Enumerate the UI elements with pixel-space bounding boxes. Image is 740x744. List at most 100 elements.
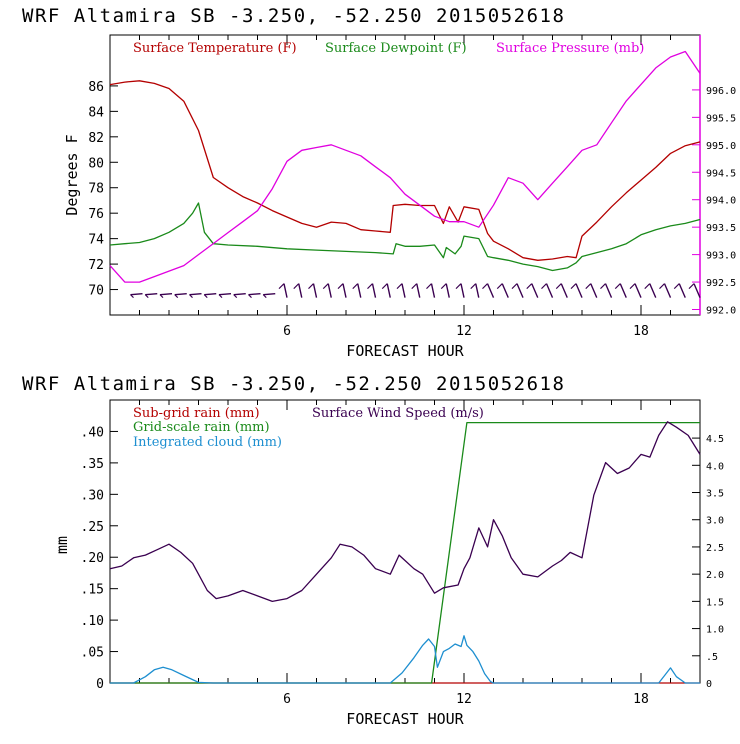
x-tick-label: 12 — [456, 324, 472, 339]
legend-surface-pressure: Surface Pressure (mb) — [496, 41, 644, 56]
bottom-chart-title: WRF Altamira SB -3.250, -52.250 20150526… — [22, 373, 565, 395]
bottom-series-lines — [109, 421, 701, 684]
x-tick-label: 18 — [633, 692, 649, 707]
wind-barb — [411, 283, 421, 298]
wind-barb — [262, 292, 276, 299]
y-tick-label: 74 — [88, 233, 104, 248]
top-series-lines — [109, 50, 701, 283]
y-tick-label: 78 — [88, 182, 104, 197]
wind-barb — [337, 283, 347, 298]
bottom-left-y-ticks: 0 .05 .10 .15 .20 .25 .30 .35 .40 — [81, 425, 118, 692]
y2-tick-label: 992.0 — [706, 306, 736, 317]
wind-barb — [293, 283, 303, 298]
series-line-surface-dewpoint-f — [109, 202, 701, 272]
x-tick-label: 12 — [456, 692, 472, 707]
bottom-right-y-ticks: 0 .5 1.0 1.5 2.0 2.5 3.0 3.5 4.0 4.5 — [692, 434, 724, 690]
wind-barb — [614, 283, 627, 298]
y-tick-label: 70 — [88, 284, 104, 299]
wind-barb — [570, 283, 583, 298]
wind-barb — [644, 283, 657, 298]
y2-tick-label: 2.5 — [706, 543, 724, 554]
y-tick-label: .15 — [81, 583, 104, 598]
y-tick-label: .35 — [81, 457, 104, 472]
y2-tick-label: 2.0 — [706, 570, 724, 581]
wind-barb — [541, 283, 554, 298]
y-tick-label: 84 — [88, 105, 104, 120]
top-left-y-ticks: 70 72 74 76 78 80 82 84 86 — [88, 80, 118, 299]
wind-barb — [174, 292, 187, 299]
wind-barb — [130, 292, 143, 299]
wind-barb — [629, 283, 642, 298]
top-right-y-ticks: 992.0 992.5 993.0 993.5 994.0 994.5 995.0 995.5… — [692, 86, 736, 317]
wind-barb — [278, 283, 288, 298]
wind-barb — [218, 292, 232, 299]
x-tick-label: 18 — [633, 324, 649, 339]
top-x-axis-label: FORECAST HOUR — [346, 342, 464, 360]
top-chart-title: WRF Altamira SB -3.250, -52.250 20150526… — [22, 5, 565, 27]
y2-tick-label: 3.0 — [706, 516, 724, 527]
wind-barb — [203, 292, 217, 299]
legend-surface-temperature: Surface Temperature (F) — [133, 41, 297, 56]
y2-tick-label: 994.0 — [706, 196, 736, 207]
y-tick-label: .30 — [81, 488, 104, 503]
y-tick-label: .10 — [81, 614, 104, 629]
top-y-axis-label: Degrees F — [63, 134, 81, 215]
wind-barb — [673, 283, 686, 298]
wind-barb — [440, 283, 450, 298]
wind-barb — [352, 283, 362, 298]
y2-tick-label: 4.5 — [706, 434, 724, 445]
wind-barb — [526, 283, 539, 298]
y-tick-label: .05 — [81, 646, 104, 661]
y2-tick-label: 995.5 — [706, 113, 736, 124]
top-x-ticks: 6 12 18 — [139, 35, 671, 339]
wind-barb — [496, 283, 509, 298]
y2-tick-label: 993.0 — [706, 251, 736, 262]
y2-tick-label: 4.0 — [706, 461, 724, 472]
series-line-surface-temperature-f — [109, 80, 701, 261]
y-tick-label: .40 — [81, 425, 104, 440]
wind-barb — [659, 283, 672, 298]
x-tick-label: 6 — [283, 692, 291, 707]
bottom-x-axis-label: FORECAST HOUR — [346, 710, 464, 728]
series-line-surface-pressure-mb — [109, 50, 701, 283]
series-line-grid-scale-rain-mm — [110, 421, 700, 684]
y-tick-label: 0 — [96, 677, 104, 692]
y2-tick-label: 0 — [706, 679, 712, 690]
y-tick-label: .25 — [81, 520, 104, 535]
wind-barb — [159, 292, 173, 299]
wind-barb — [396, 283, 406, 298]
wind-barb — [308, 283, 318, 298]
y2-tick-label: 992.5 — [706, 278, 736, 289]
wind-barb — [322, 283, 332, 298]
top-wind-barbs — [130, 283, 701, 299]
y-tick-label: 82 — [88, 131, 104, 146]
y2-tick-label: 995.0 — [706, 141, 736, 152]
legend-gridscale-rain: Grid-scale rain (mm) — [133, 420, 270, 435]
wind-barb — [367, 283, 377, 298]
wind-barb — [189, 292, 202, 299]
wind-barb — [248, 292, 261, 299]
y-tick-label: 86 — [88, 80, 104, 95]
legend-integrated-cloud: Integrated cloud (mm) — [133, 435, 282, 450]
y2-tick-label: 996.0 — [706, 86, 736, 97]
wind-barb — [482, 283, 495, 298]
bottom-x-ticks: 6 12 18 — [139, 400, 671, 707]
y2-tick-label: 993.5 — [706, 223, 736, 234]
y-tick-label: .20 — [81, 551, 104, 566]
y2-tick-label: 3.5 — [706, 489, 724, 500]
series-line-integrated-cloud-mm — [110, 635, 700, 684]
wind-barb — [585, 283, 598, 298]
wind-barb — [455, 283, 465, 298]
wind-barb — [381, 283, 391, 298]
bottom-plot-area: 0 .05 .10 .15 .20 .25 .30 .35 .40 0 .5 1.0 1.5 2.0 2.… — [81, 399, 724, 707]
wind-barb — [555, 283, 568, 298]
y2-tick-label: 1.0 — [706, 625, 724, 636]
wind-barb — [426, 283, 436, 298]
y-tick-label: 72 — [88, 258, 104, 273]
legend-subgrid-rain: Sub-grid rain (mm) — [133, 406, 260, 421]
wind-barb — [470, 283, 480, 298]
wind-barb — [233, 292, 246, 299]
wind-barb — [511, 283, 524, 298]
